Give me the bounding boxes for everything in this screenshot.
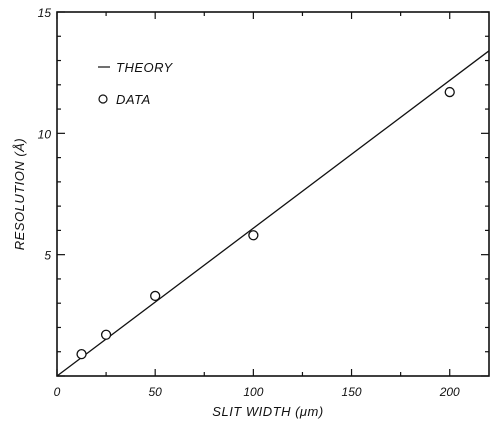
y-tick-label: 5 xyxy=(44,249,51,263)
x-tick-label: 100 xyxy=(243,385,263,399)
y-tick-label: 15 xyxy=(38,6,52,20)
legend-data-marker xyxy=(98,94,108,104)
data-point xyxy=(150,290,161,302)
y-tick-label: 10 xyxy=(38,127,52,141)
x-axis-title: SLIT WIDTH (μm) xyxy=(212,404,323,419)
tick-labels: 0 50 100 150 200 5 10 15 xyxy=(38,6,460,399)
theory-line xyxy=(56,50,490,377)
axis-ticks xyxy=(56,11,489,377)
data-point xyxy=(444,86,455,98)
data-point xyxy=(76,349,87,360)
series-layer xyxy=(56,50,490,377)
legend: THEORY DATA xyxy=(98,60,174,107)
x-tick-label: 150 xyxy=(342,385,362,399)
data-point xyxy=(100,329,112,340)
x-tick-label: 50 xyxy=(149,385,163,399)
legend-theory-label: THEORY xyxy=(116,60,174,75)
plot-frame xyxy=(56,11,490,377)
x-tick-label: 0 xyxy=(54,385,61,399)
x-tick-label: 200 xyxy=(439,385,460,399)
data-point xyxy=(248,230,259,241)
legend-data-label: DATA xyxy=(116,92,151,107)
y-axis-title: RESOLUTION (Å) xyxy=(12,138,27,250)
